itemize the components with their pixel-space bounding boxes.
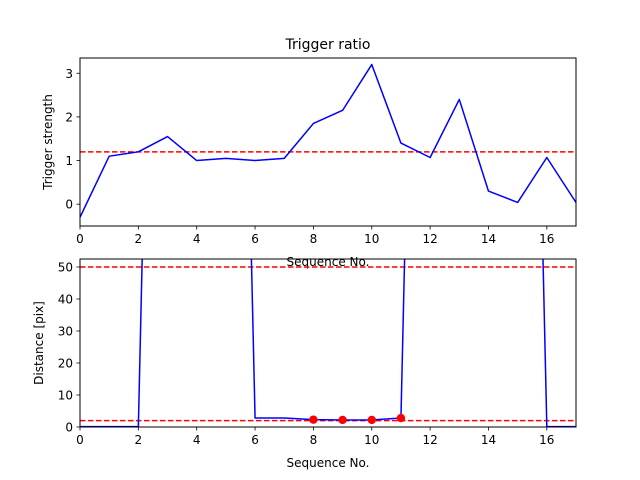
x-tick-label: 4 <box>193 433 201 447</box>
data-point <box>309 415 318 424</box>
plot-area <box>80 63 576 218</box>
data-point <box>338 415 347 425</box>
data-point <box>396 413 406 423</box>
x-tick-label: 0 <box>76 433 84 447</box>
y-tick-label: 3 <box>65 67 73 81</box>
y-tick-label: 1 <box>65 154 73 168</box>
x-tick-label: 12 <box>422 232 437 246</box>
x-tick-label: 4 <box>193 232 201 246</box>
y-tick-label: 30 <box>58 325 73 339</box>
x-tick-label: 16 <box>539 232 554 246</box>
y-tick-label: 2 <box>65 110 73 124</box>
axes-frame <box>79 258 577 428</box>
y-tick-label: 50 <box>58 261 73 275</box>
y-axis-ticks: 0 10 20 30 40 50 <box>58 261 80 435</box>
y-axis-label: Trigger strength <box>41 94 55 191</box>
x-axis-ticks: 0 2 4 6 8 10 12 14 16 <box>76 226 554 246</box>
x-tick-label: 14 <box>481 232 496 246</box>
x-tick-label: 8 <box>310 232 318 246</box>
x-axis-label: Sequence No. <box>287 456 370 470</box>
plot-area <box>80 259 576 427</box>
x-tick-label: 0 <box>76 232 84 246</box>
series-line <box>80 259 576 427</box>
chart-title: Trigger ratio <box>284 37 370 53</box>
y-tick-label: 0 <box>65 198 73 212</box>
y-tick-label: 20 <box>58 357 73 371</box>
x-tick-label: 6 <box>251 232 259 246</box>
x-tick-label: 12 <box>422 433 437 447</box>
data-point <box>367 415 376 425</box>
distance-chart: 0 2 4 6 8 10 12 14 16 0 10 20 30 40 50 Sequence No. D… <box>32 258 577 470</box>
axes-frame <box>79 57 577 227</box>
x-tick-label: 14 <box>481 433 496 447</box>
y-axis-label: Distance [pix] <box>32 301 46 385</box>
x-tick-label: 6 <box>251 433 259 447</box>
x-axis-ticks: 0 2 4 6 8 10 12 14 16 <box>76 427 554 447</box>
y-tick-label: 40 <box>58 293 73 307</box>
x-tick-label: 10 <box>364 433 379 447</box>
series-line <box>80 63 576 218</box>
y-tick-label: 0 <box>65 421 73 435</box>
y-axis-ticks: 0 1 2 3 <box>65 67 80 212</box>
x-tick-label: 16 <box>539 433 554 447</box>
x-tick-label: 2 <box>135 433 143 447</box>
y-tick-label: 10 <box>58 389 73 403</box>
x-tick-label: 8 <box>310 433 318 447</box>
x-tick-label: 2 <box>135 232 143 246</box>
x-tick-label: 10 <box>364 232 379 246</box>
